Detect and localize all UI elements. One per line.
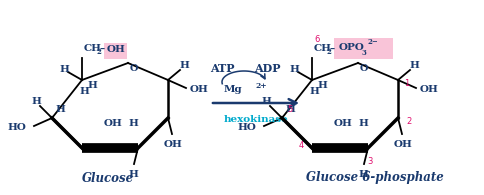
- Text: 2+: 2+: [255, 82, 266, 90]
- Text: Glucose: Glucose: [82, 171, 134, 184]
- Text: O: O: [359, 64, 368, 73]
- Text: 4: 4: [298, 141, 303, 150]
- Text: 5: 5: [287, 105, 292, 114]
- Text: 2: 2: [325, 48, 330, 56]
- Text: OH: OH: [104, 119, 122, 128]
- Text: ADP: ADP: [253, 63, 280, 74]
- Text: Glucose 6-phosphate: Glucose 6-phosphate: [305, 171, 443, 184]
- Text: 6: 6: [313, 35, 319, 44]
- Text: H: H: [408, 61, 418, 71]
- Text: 3: 3: [366, 157, 372, 166]
- Text: 2: 2: [96, 48, 101, 56]
- Text: H: H: [31, 98, 41, 106]
- Text: 2−: 2−: [366, 38, 377, 46]
- Text: H: H: [87, 81, 97, 90]
- Text: O: O: [130, 64, 138, 73]
- Text: 2: 2: [405, 116, 410, 126]
- Text: 1: 1: [403, 79, 408, 88]
- Text: hexokinase: hexokinase: [223, 115, 288, 124]
- Text: H: H: [308, 88, 318, 97]
- Text: H: H: [357, 119, 367, 128]
- FancyBboxPatch shape: [104, 43, 127, 58]
- Text: CH: CH: [313, 44, 332, 53]
- Text: H: H: [55, 105, 65, 114]
- Text: H: H: [357, 170, 367, 179]
- Text: H: H: [59, 66, 69, 74]
- Text: H: H: [260, 98, 271, 106]
- Text: H: H: [288, 66, 298, 74]
- Text: H: H: [128, 170, 137, 179]
- Text: 3: 3: [361, 49, 366, 57]
- FancyBboxPatch shape: [333, 38, 392, 59]
- Text: Mg: Mg: [223, 85, 242, 95]
- Text: OH: OH: [419, 85, 438, 95]
- Text: ATP: ATP: [209, 63, 234, 74]
- Text: OH: OH: [163, 140, 182, 149]
- Text: H: H: [285, 105, 294, 114]
- Text: H: H: [128, 119, 137, 128]
- Text: OH: OH: [190, 85, 209, 95]
- Text: HO: HO: [7, 123, 26, 132]
- Text: CH: CH: [84, 44, 102, 53]
- Text: –: –: [329, 45, 334, 54]
- Text: –: –: [100, 45, 105, 54]
- Text: OH: OH: [106, 45, 125, 54]
- Text: OH: OH: [333, 119, 352, 128]
- Text: H: H: [79, 88, 89, 97]
- Text: HO: HO: [237, 123, 256, 132]
- Text: OPO: OPO: [338, 43, 364, 52]
- Text: OH: OH: [393, 140, 411, 149]
- Text: H: H: [317, 81, 326, 90]
- Text: H: H: [179, 61, 189, 71]
